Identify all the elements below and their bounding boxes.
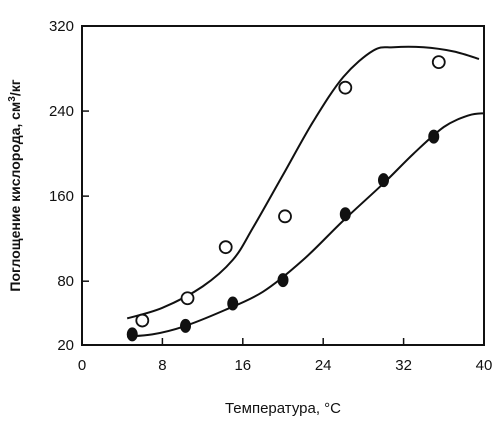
x-tick-label: 16 [234, 357, 251, 374]
y-tick-label: 20 [57, 337, 74, 354]
filled-circle-point [277, 273, 289, 288]
filled-circle-point [126, 327, 138, 342]
x-tick-labels: 0 8 16 24 32 40 [78, 357, 493, 374]
open-circle-point [338, 80, 353, 95]
filled-circle-point [180, 318, 192, 333]
x-tick-label: 0 [78, 357, 86, 374]
y-tick-label: 160 [49, 188, 74, 205]
curves [126, 45, 485, 338]
filled-circle-point [227, 296, 239, 311]
open-circle-point [431, 55, 446, 70]
open-circle-point [278, 209, 292, 224]
axis-ticks [81, 25, 485, 346]
open-circle-point [135, 313, 150, 328]
x-axis-title: Температура, °С [225, 400, 341, 417]
y-axis-title-main: Поглощение кислорода, см [7, 102, 23, 292]
filled-circle-point [378, 173, 389, 188]
plot-frame [81, 25, 485, 346]
open-circle-point [180, 291, 195, 306]
data-points [126, 55, 446, 342]
filled-circle-point [339, 207, 351, 222]
y-tick-labels: 20 80 160 240 320 [49, 18, 74, 354]
series-1-curve [126, 45, 480, 320]
y-axis-title-tail: /кг [7, 79, 23, 96]
x-tick-label: 8 [158, 357, 166, 374]
x-tick-label: 24 [315, 357, 332, 374]
y-axis-title-sup: 3 [7, 96, 18, 102]
y-tick-label: 240 [49, 103, 74, 120]
y-tick-label: 80 [57, 273, 74, 290]
y-tick-label: 320 [49, 18, 74, 35]
filled-circle-point [428, 129, 440, 144]
x-tick-label: 40 [476, 357, 493, 374]
open-circle-point [218, 240, 233, 255]
series-2-curve [127, 112, 485, 338]
y-axis-title: Поглощение кислорода, см3/кг [7, 79, 24, 291]
x-tick-label: 32 [395, 357, 412, 374]
